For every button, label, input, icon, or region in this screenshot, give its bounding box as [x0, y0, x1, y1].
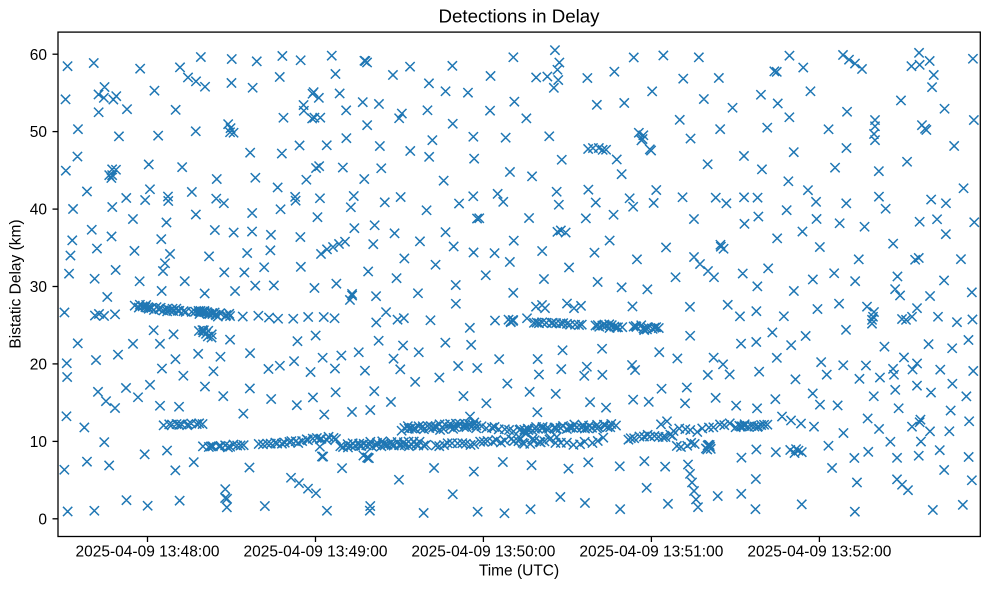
svg-text:Bistatic Delay (km): Bistatic Delay (km): [8, 219, 25, 348]
svg-text:50: 50: [30, 124, 48, 141]
svg-text:2025-04-09 13:51:00: 2025-04-09 13:51:00: [579, 544, 723, 561]
svg-text:60: 60: [30, 47, 48, 64]
svg-text:2025-04-09 13:48:00: 2025-04-09 13:48:00: [76, 544, 220, 561]
svg-text:2025-04-09 13:52:00: 2025-04-09 13:52:00: [747, 544, 891, 561]
svg-text:0: 0: [38, 511, 47, 528]
svg-text:Time (UTC): Time (UTC): [479, 563, 559, 580]
svg-text:Detections in Delay: Detections in Delay: [439, 6, 601, 27]
svg-text:2025-04-09 13:49:00: 2025-04-09 13:49:00: [244, 544, 388, 561]
svg-text:30: 30: [30, 279, 48, 296]
svg-text:40: 40: [30, 202, 48, 219]
svg-text:10: 10: [30, 434, 48, 451]
svg-text:20: 20: [30, 357, 48, 374]
svg-text:2025-04-09 13:50:00: 2025-04-09 13:50:00: [411, 544, 555, 561]
